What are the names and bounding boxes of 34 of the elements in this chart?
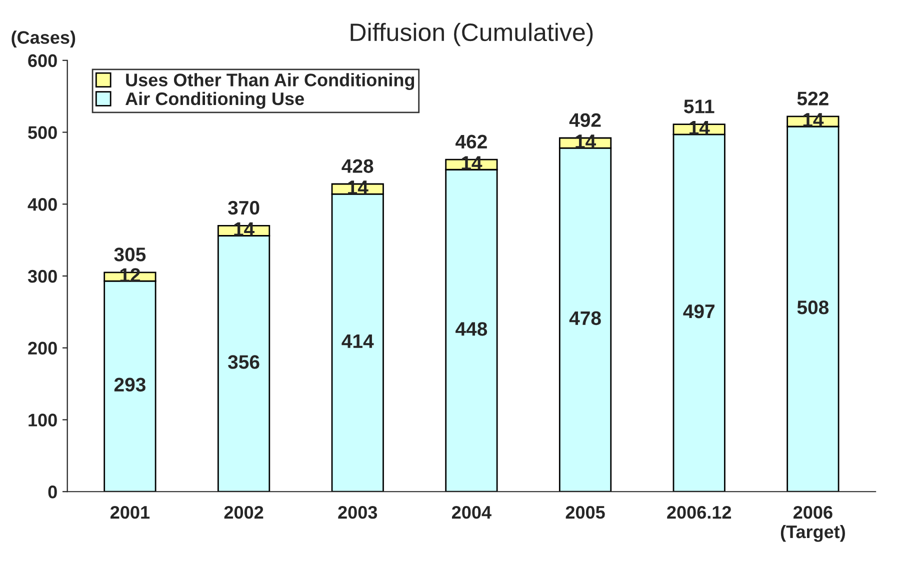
x-tick-label: 2006.12 [667, 506, 732, 519]
total-label: 511 [684, 100, 714, 114]
x-tick-label: 2004 [452, 506, 492, 519]
y-tick-label: 400 [28, 198, 57, 211]
y-tick-label: 100 [28, 414, 57, 426]
y-tick-label: 600 [28, 54, 57, 68]
y-axis-title: (Cases) [12, 30, 76, 48]
data-label: 448 [456, 322, 488, 336]
data-label: 508 [797, 300, 829, 314]
legend-label: Air Conditioning Use [125, 92, 304, 109]
total-label: 522 [797, 92, 828, 106]
total-label: 492 [569, 113, 601, 127]
y-tick-label: 200 [28, 342, 57, 355]
x-tick-label: 2006 (Target) [780, 506, 845, 542]
x-tick-label: 2001 [110, 506, 150, 519]
x-tick-label: 2005 [566, 506, 605, 519]
total-label: 462 [456, 134, 487, 149]
chart-title: Diffusion (Cumulative) [350, 22, 593, 46]
data-label: 293 [114, 378, 146, 392]
x-tick-label: 2002 [224, 506, 264, 519]
data-label: 497 [683, 304, 714, 318]
y-tick-label: 300 [28, 270, 57, 283]
data-label: 14 [690, 121, 710, 134]
y-tick-label: 0 [48, 486, 57, 498]
data-label: 414 [342, 334, 374, 348]
data-label: 478 [569, 311, 601, 326]
total-label: 305 [114, 248, 146, 262]
x-tick-label: 2003 [338, 506, 378, 519]
data-label: 356 [228, 355, 260, 369]
data-label: 14 [803, 113, 824, 126]
legend-label: Uses Other Than Air Conditioning [126, 73, 414, 90]
total-label: 428 [342, 159, 374, 173]
total-label: 370 [228, 200, 260, 215]
y-tick-label: 500 [28, 126, 57, 139]
